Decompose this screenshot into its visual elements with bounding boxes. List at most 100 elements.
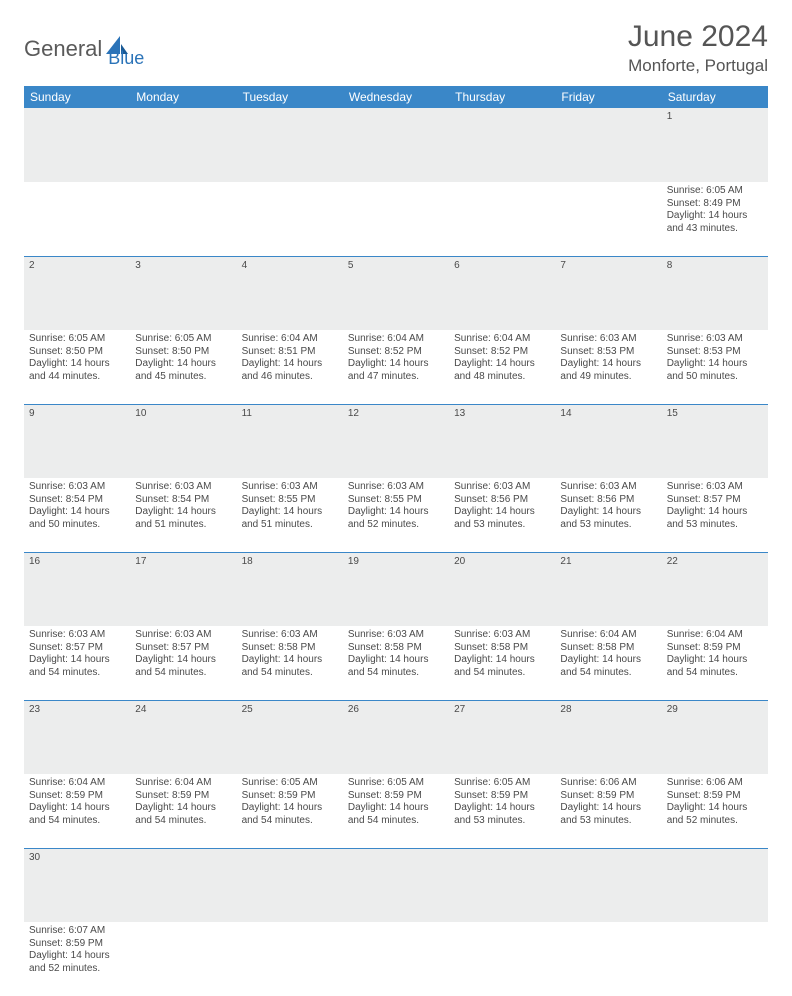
content-row: Sunrise: 6:05 AMSunset: 8:49 PMDaylight:…: [24, 182, 768, 256]
daylight-text-1: Daylight: 14 hours: [348, 358, 444, 371]
daylight-text-2: and 53 minutes.: [454, 815, 550, 828]
col-sunday: Sunday: [24, 86, 130, 108]
day-cell: Sunrise: 6:06 AMSunset: 8:59 PMDaylight:…: [662, 774, 768, 848]
day-number: 14: [555, 404, 661, 478]
sunrise-text: Sunrise: 6:04 AM: [667, 629, 763, 642]
day-cell: [237, 182, 343, 256]
day-number: 15: [662, 404, 768, 478]
sunrise-text: Sunrise: 6:03 AM: [242, 481, 338, 494]
content-row: Sunrise: 6:07 AMSunset: 8:59 PMDaylight:…: [24, 922, 768, 996]
page-title: June 2024: [628, 20, 768, 54]
daylight-text-2: and 50 minutes.: [29, 519, 125, 532]
day-number: 1: [662, 108, 768, 182]
sunset-text: Sunset: 8:50 PM: [29, 346, 125, 359]
location: Monforte, Portugal: [628, 56, 768, 76]
daylight-text-2: and 54 minutes.: [454, 667, 550, 680]
daylight-text-1: Daylight: 14 hours: [242, 506, 338, 519]
sunset-text: Sunset: 8:58 PM: [454, 642, 550, 655]
day-cell: [555, 182, 661, 256]
day-cell: Sunrise: 6:04 AMSunset: 8:58 PMDaylight:…: [555, 626, 661, 700]
sunrise-text: Sunrise: 6:04 AM: [242, 333, 338, 346]
daylight-text-2: and 53 minutes.: [560, 815, 656, 828]
sunrise-text: Sunrise: 6:04 AM: [348, 333, 444, 346]
col-monday: Monday: [130, 86, 236, 108]
day-cell: [343, 922, 449, 996]
day-cell: Sunrise: 6:04 AMSunset: 8:59 PMDaylight:…: [662, 626, 768, 700]
day-cell: [662, 922, 768, 996]
daylight-text-1: Daylight: 14 hours: [242, 654, 338, 667]
day-number: 29: [662, 700, 768, 774]
day-number: [343, 108, 449, 182]
daylight-text-2: and 52 minutes.: [667, 815, 763, 828]
sunrise-text: Sunrise: 6:05 AM: [667, 185, 763, 198]
daylight-text-2: and 53 minutes.: [667, 519, 763, 532]
daynum-row: 16171819202122: [24, 552, 768, 626]
sunset-text: Sunset: 8:58 PM: [348, 642, 444, 655]
daylight-text-2: and 46 minutes.: [242, 371, 338, 384]
daylight-text-1: Daylight: 14 hours: [135, 506, 231, 519]
day-number: 4: [237, 256, 343, 330]
sunrise-text: Sunrise: 6:03 AM: [29, 481, 125, 494]
sunrise-text: Sunrise: 6:04 AM: [454, 333, 550, 346]
day-cell: Sunrise: 6:03 AMSunset: 8:57 PMDaylight:…: [130, 626, 236, 700]
daylight-text-2: and 54 minutes.: [348, 667, 444, 680]
content-row: Sunrise: 6:04 AMSunset: 8:59 PMDaylight:…: [24, 774, 768, 848]
col-friday: Friday: [555, 86, 661, 108]
day-cell: [343, 182, 449, 256]
day-number: 6: [449, 256, 555, 330]
day-cell: Sunrise: 6:03 AMSunset: 8:55 PMDaylight:…: [343, 478, 449, 552]
sunset-text: Sunset: 8:56 PM: [560, 494, 656, 507]
sunrise-text: Sunrise: 6:05 AM: [454, 777, 550, 790]
daylight-text-1: Daylight: 14 hours: [454, 802, 550, 815]
sunrise-text: Sunrise: 6:05 AM: [29, 333, 125, 346]
daylight-text-2: and 50 minutes.: [667, 371, 763, 384]
daylight-text-1: Daylight: 14 hours: [667, 654, 763, 667]
daylight-text-2: and 45 minutes.: [135, 371, 231, 384]
sunrise-text: Sunrise: 6:03 AM: [348, 629, 444, 642]
day-number: 18: [237, 552, 343, 626]
daylight-text-1: Daylight: 14 hours: [560, 654, 656, 667]
day-number: 2: [24, 256, 130, 330]
day-number: 22: [662, 552, 768, 626]
daylight-text-2: and 53 minutes.: [454, 519, 550, 532]
sunset-text: Sunset: 8:50 PM: [135, 346, 231, 359]
day-number: 27: [449, 700, 555, 774]
sunset-text: Sunset: 8:59 PM: [667, 790, 763, 803]
sunset-text: Sunset: 8:59 PM: [135, 790, 231, 803]
day-cell: Sunrise: 6:04 AMSunset: 8:59 PMDaylight:…: [24, 774, 130, 848]
col-thursday: Thursday: [449, 86, 555, 108]
day-number: 19: [343, 552, 449, 626]
daylight-text-1: Daylight: 14 hours: [667, 210, 763, 223]
logo-text-2: Blue: [108, 48, 144, 69]
sunrise-text: Sunrise: 6:03 AM: [560, 333, 656, 346]
sunset-text: Sunset: 8:53 PM: [667, 346, 763, 359]
daylight-text-1: Daylight: 14 hours: [560, 358, 656, 371]
daylight-text-1: Daylight: 14 hours: [454, 654, 550, 667]
sunrise-text: Sunrise: 6:04 AM: [29, 777, 125, 790]
sunrise-text: Sunrise: 6:04 AM: [135, 777, 231, 790]
day-number: [449, 848, 555, 922]
day-number: [449, 108, 555, 182]
sunset-text: Sunset: 8:59 PM: [29, 790, 125, 803]
daylight-text-1: Daylight: 14 hours: [29, 802, 125, 815]
day-cell: [449, 182, 555, 256]
content-row: Sunrise: 6:03 AMSunset: 8:54 PMDaylight:…: [24, 478, 768, 552]
daynum-row: 2345678: [24, 256, 768, 330]
daylight-text-1: Daylight: 14 hours: [348, 802, 444, 815]
daylight-text-2: and 54 minutes.: [29, 815, 125, 828]
day-number: 9: [24, 404, 130, 478]
col-saturday: Saturday: [662, 86, 768, 108]
daylight-text-1: Daylight: 14 hours: [454, 506, 550, 519]
sunset-text: Sunset: 8:52 PM: [454, 346, 550, 359]
logo-text-1: General: [24, 36, 102, 62]
daylight-text-1: Daylight: 14 hours: [135, 358, 231, 371]
day-cell: Sunrise: 6:05 AMSunset: 8:50 PMDaylight:…: [130, 330, 236, 404]
daylight-text-2: and 52 minutes.: [29, 963, 125, 976]
daylight-text-1: Daylight: 14 hours: [29, 506, 125, 519]
sunset-text: Sunset: 8:54 PM: [135, 494, 231, 507]
sunset-text: Sunset: 8:55 PM: [242, 494, 338, 507]
daylight-text-2: and 54 minutes.: [29, 667, 125, 680]
day-cell: [555, 922, 661, 996]
sunset-text: Sunset: 8:58 PM: [560, 642, 656, 655]
sunset-text: Sunset: 8:51 PM: [242, 346, 338, 359]
